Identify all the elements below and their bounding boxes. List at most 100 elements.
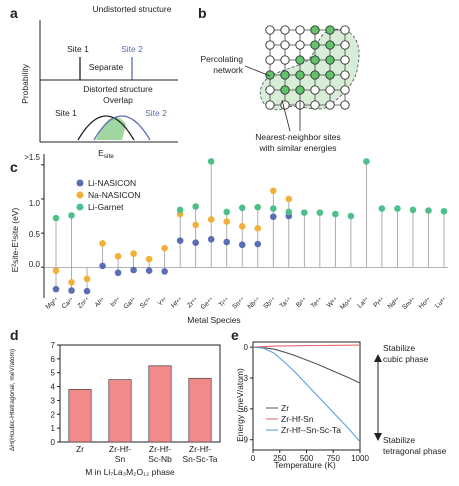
panel-c-ytick-0: 0.0: [29, 260, 41, 269]
ion-tick-label: Nd³⁺: [387, 296, 403, 311]
ion-tick-label: Bi⁵⁺: [295, 296, 309, 309]
lattice-site-similar: [325, 70, 335, 80]
point-li-garnet: [52, 214, 60, 222]
point-li-garnet: [425, 207, 432, 214]
panel-e-xtick-label: 0: [251, 454, 256, 463]
panel-d-label: d: [10, 327, 19, 343]
ion-tick-label: Ti⁴⁺: [218, 296, 232, 309]
lattice-site-similar: [325, 55, 335, 65]
bar: [188, 377, 212, 443]
panel-e-xtick-label: 500: [300, 454, 314, 463]
lattice-site: [295, 40, 305, 50]
point-na-nasicon: [254, 225, 262, 232]
panel-b-nn-line1: Nearest-neighbor sites: [255, 132, 341, 142]
lattice-site: [325, 100, 335, 110]
ion-tick-label: Ho³⁺: [418, 296, 434, 311]
panel-e-ytick-label: -9: [241, 436, 249, 445]
legend-label-li-nasicon: Li-NASICON: [88, 178, 136, 188]
bar: [68, 388, 92, 443]
point-li-nasicon: [52, 285, 60, 293]
point-li-nasicon: [114, 269, 122, 277]
lattice-site: [325, 85, 335, 95]
ion-tick-label: Hf⁴⁺: [170, 296, 185, 310]
ion-tick-label: La³⁺: [356, 296, 371, 310]
line-zr-hf-sn-sc-ta: [252, 346, 361, 443]
legend-label-li-garnet: Li-Garnet: [88, 202, 124, 212]
site1-distribution: [77, 115, 135, 141]
bar: [108, 379, 132, 443]
lattice-site: [280, 55, 290, 65]
panel-e-ylabel: Energy (meV/atom): [235, 368, 245, 442]
lattice-site: [310, 85, 320, 95]
point-na-nasicon: [192, 221, 199, 229]
point-na-nasicon: [99, 240, 106, 247]
ion-tick-label: Te⁶⁺: [310, 296, 325, 310]
lattice-site: [340, 40, 350, 50]
point-li-garnet: [238, 204, 246, 212]
point-li-nasicon: [207, 235, 215, 243]
legend-label-zr-hf-sn-sc-ta: Zr-Hf--Sn-Sc-Ta: [281, 425, 341, 435]
lattice-site-similar: [280, 85, 290, 95]
lattice-site-similar: [325, 40, 335, 50]
panel-e: e 0-3-6-90 250 500 750 1000 Energy (meV/atom…: [231, 327, 447, 470]
panel-e-lines: [252, 344, 361, 443]
point-li-garnet: [378, 205, 386, 212]
legend-label-zr: Zr: [281, 403, 289, 413]
panel-e-xtick-label: 750: [327, 454, 341, 463]
point-li-nasicon: [238, 241, 246, 249]
ion-tick-label: Ge⁴⁺: [200, 296, 216, 311]
ion-tick-label: Ca²⁺: [61, 296, 77, 311]
panel-a-title-top: Undistorted structure: [93, 4, 172, 14]
ion-tick-label: Zn²⁺: [77, 296, 92, 310]
point-li-garnet: [223, 208, 231, 216]
point-na-nasicon: [161, 244, 168, 252]
lattice-site: [280, 25, 290, 35]
panel-e-xtick-label: 1000: [351, 454, 369, 463]
stability-arrow: [374, 354, 382, 441]
point-li-garnet: [68, 212, 75, 219]
panel-e-ytick-label: -3: [241, 374, 249, 383]
panel-d-bars: [68, 365, 212, 443]
point-li-garnet: [285, 208, 293, 216]
panel-d-ytick-label: 0: [51, 438, 56, 447]
bar-category-label: Zr: [76, 444, 84, 454]
panel-a-site1-bottom: Site 1: [55, 108, 77, 118]
point-li-nasicon: [130, 266, 137, 274]
ion-tick-label: Nb⁵⁺: [246, 296, 262, 311]
panel-a-title-bottom: Distorted structure: [83, 84, 153, 94]
point-li-garnet: [301, 209, 308, 216]
point-li-nasicon: [254, 240, 262, 248]
lattice-site: [340, 25, 350, 35]
ion-tick-label: Pr³⁺: [372, 296, 386, 310]
bar-category-label: Zr-Hf-: [109, 444, 131, 454]
lattice-site-similar: [295, 85, 305, 95]
point-li-garnet: [363, 158, 370, 165]
panel-c-legend: Li-NASICON Na-NASICON Li-Garnet: [76, 178, 140, 212]
point-li-garnet: [394, 205, 401, 212]
overlap-fill: [96, 116, 126, 140]
ion-tick-label: Sm³⁺: [401, 296, 418, 312]
panel-b: b Percolating network Nearest-neighbor s…: [198, 5, 360, 153]
point-li-garnet: [440, 207, 448, 215]
point-li-garnet: [409, 206, 417, 214]
arrow-bot-line2: tetragonal phase: [383, 446, 447, 456]
ion-tick-label: In³⁺: [109, 296, 122, 309]
panel-e-label: e: [231, 327, 239, 343]
ion-tick-label: Sc³⁺: [139, 296, 154, 310]
lattice-site: [310, 100, 320, 110]
bar-category-label: Zr-Hf-: [149, 444, 171, 454]
lattice-site-similar: [280, 70, 290, 80]
point-li-nasicon: [68, 287, 75, 294]
lattice-site: [265, 40, 275, 50]
point-li-nasicon: [176, 237, 184, 244]
panel-a-overlap: Overlap: [103, 95, 133, 105]
lattice-site: [280, 100, 290, 110]
legend-label-zr-hf-sn: Zr-Hf-Sn: [281, 414, 314, 424]
ion-tick-label: Sn⁴⁺: [231, 296, 247, 311]
nn-pointer-1: [281, 99, 291, 132]
panel-e-ytick-label: -6: [241, 405, 249, 414]
lattice-site: [295, 25, 305, 35]
panel-d-ytick-label: 6: [51, 355, 56, 364]
panel-e-xlabel: Temperature (K): [274, 460, 336, 470]
